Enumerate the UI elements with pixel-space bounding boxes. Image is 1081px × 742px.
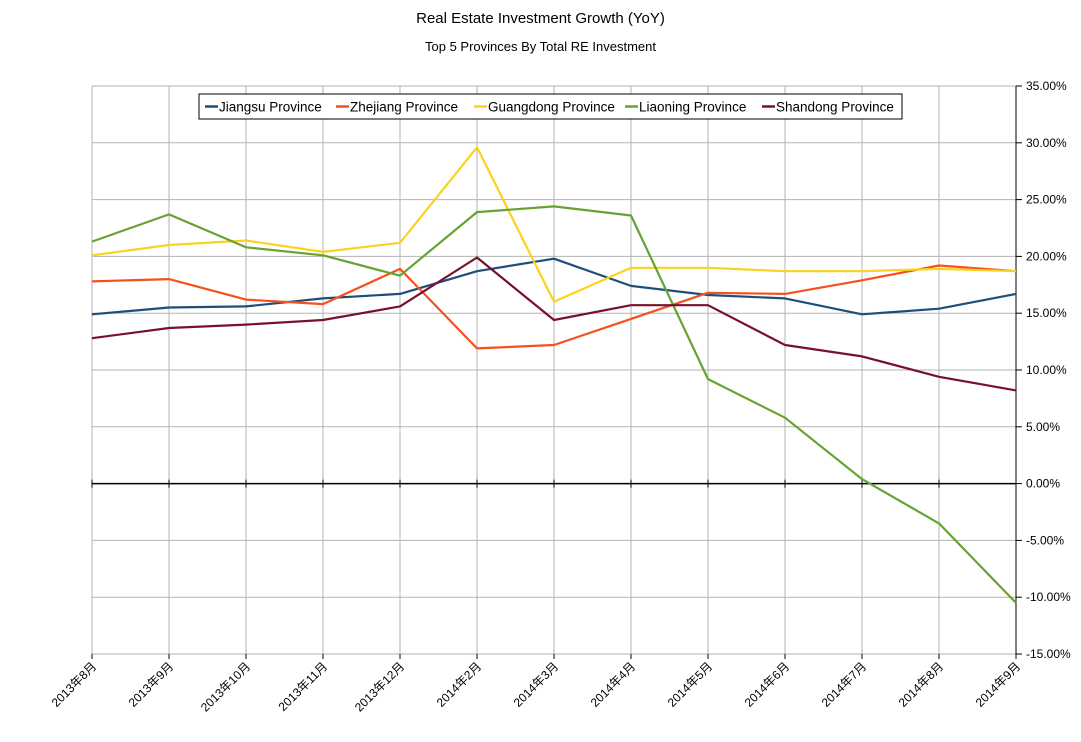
y-tick-label-1: 30.00%: [1026, 136, 1067, 150]
series-line-2: [91, 146, 1017, 303]
legend-label-4: Shandong Province: [776, 100, 894, 115]
chart-title: Real Estate Investment Growth (YoY): [416, 10, 665, 27]
series-line-3: [91, 205, 1017, 604]
x-tick-label-1: 2013年9月: [126, 659, 176, 709]
x-tick-label-7: 2014年4月: [588, 659, 638, 709]
series-line-1: [91, 264, 1017, 350]
legend-box: [198, 93, 903, 120]
legend-label-3: Liaoning Province: [639, 100, 746, 115]
y-tick-label-3: 20.00%: [1026, 249, 1067, 263]
x-tick-label-8: 2014年5月: [665, 659, 715, 709]
x-tick-label-12: 2014年9月: [973, 659, 1023, 709]
y-tick-label-5: 10.00%: [1026, 363, 1067, 377]
legend-label-1: Zhejiang Province: [350, 100, 458, 115]
x-tick-label-9: 2014年6月: [742, 659, 792, 709]
x-tick-label-0: 2013年8月: [49, 659, 99, 709]
x-tick-label-10: 2014年7月: [819, 659, 869, 709]
y-tick-label-4: 15.00%: [1026, 306, 1067, 320]
x-tick-label-5: 2014年2月: [434, 659, 484, 709]
y-tick-label-9: -10.00%: [1026, 590, 1071, 604]
y-tick-label-10: -15.00%: [1026, 647, 1071, 661]
y-tick-label-2: 25.00%: [1026, 193, 1067, 207]
x-tick-label-4: 2013年12月: [352, 659, 407, 714]
y-tick-label-6: 5.00%: [1026, 420, 1060, 434]
x-tick-label-11: 2014年8月: [896, 659, 946, 709]
chart-subtitle: Top 5 Provinces By Total RE Investment: [425, 39, 656, 54]
legend-label-0: Jiangsu Province: [219, 100, 322, 115]
y-tick-label-8: -5.00%: [1026, 533, 1064, 547]
y-tick-label-0: 35.00%: [1026, 79, 1067, 93]
series-line-4: [91, 256, 1017, 392]
y-tick-label-7: 0.00%: [1026, 477, 1060, 491]
legend-label-2: Guangdong Province: [488, 100, 615, 115]
series-line-0: [91, 257, 1017, 316]
x-tick-label-2: 2013年10月: [198, 659, 253, 714]
x-tick-label-6: 2014年3月: [511, 659, 561, 709]
x-tick-label-3: 2013年11月: [276, 659, 331, 714]
